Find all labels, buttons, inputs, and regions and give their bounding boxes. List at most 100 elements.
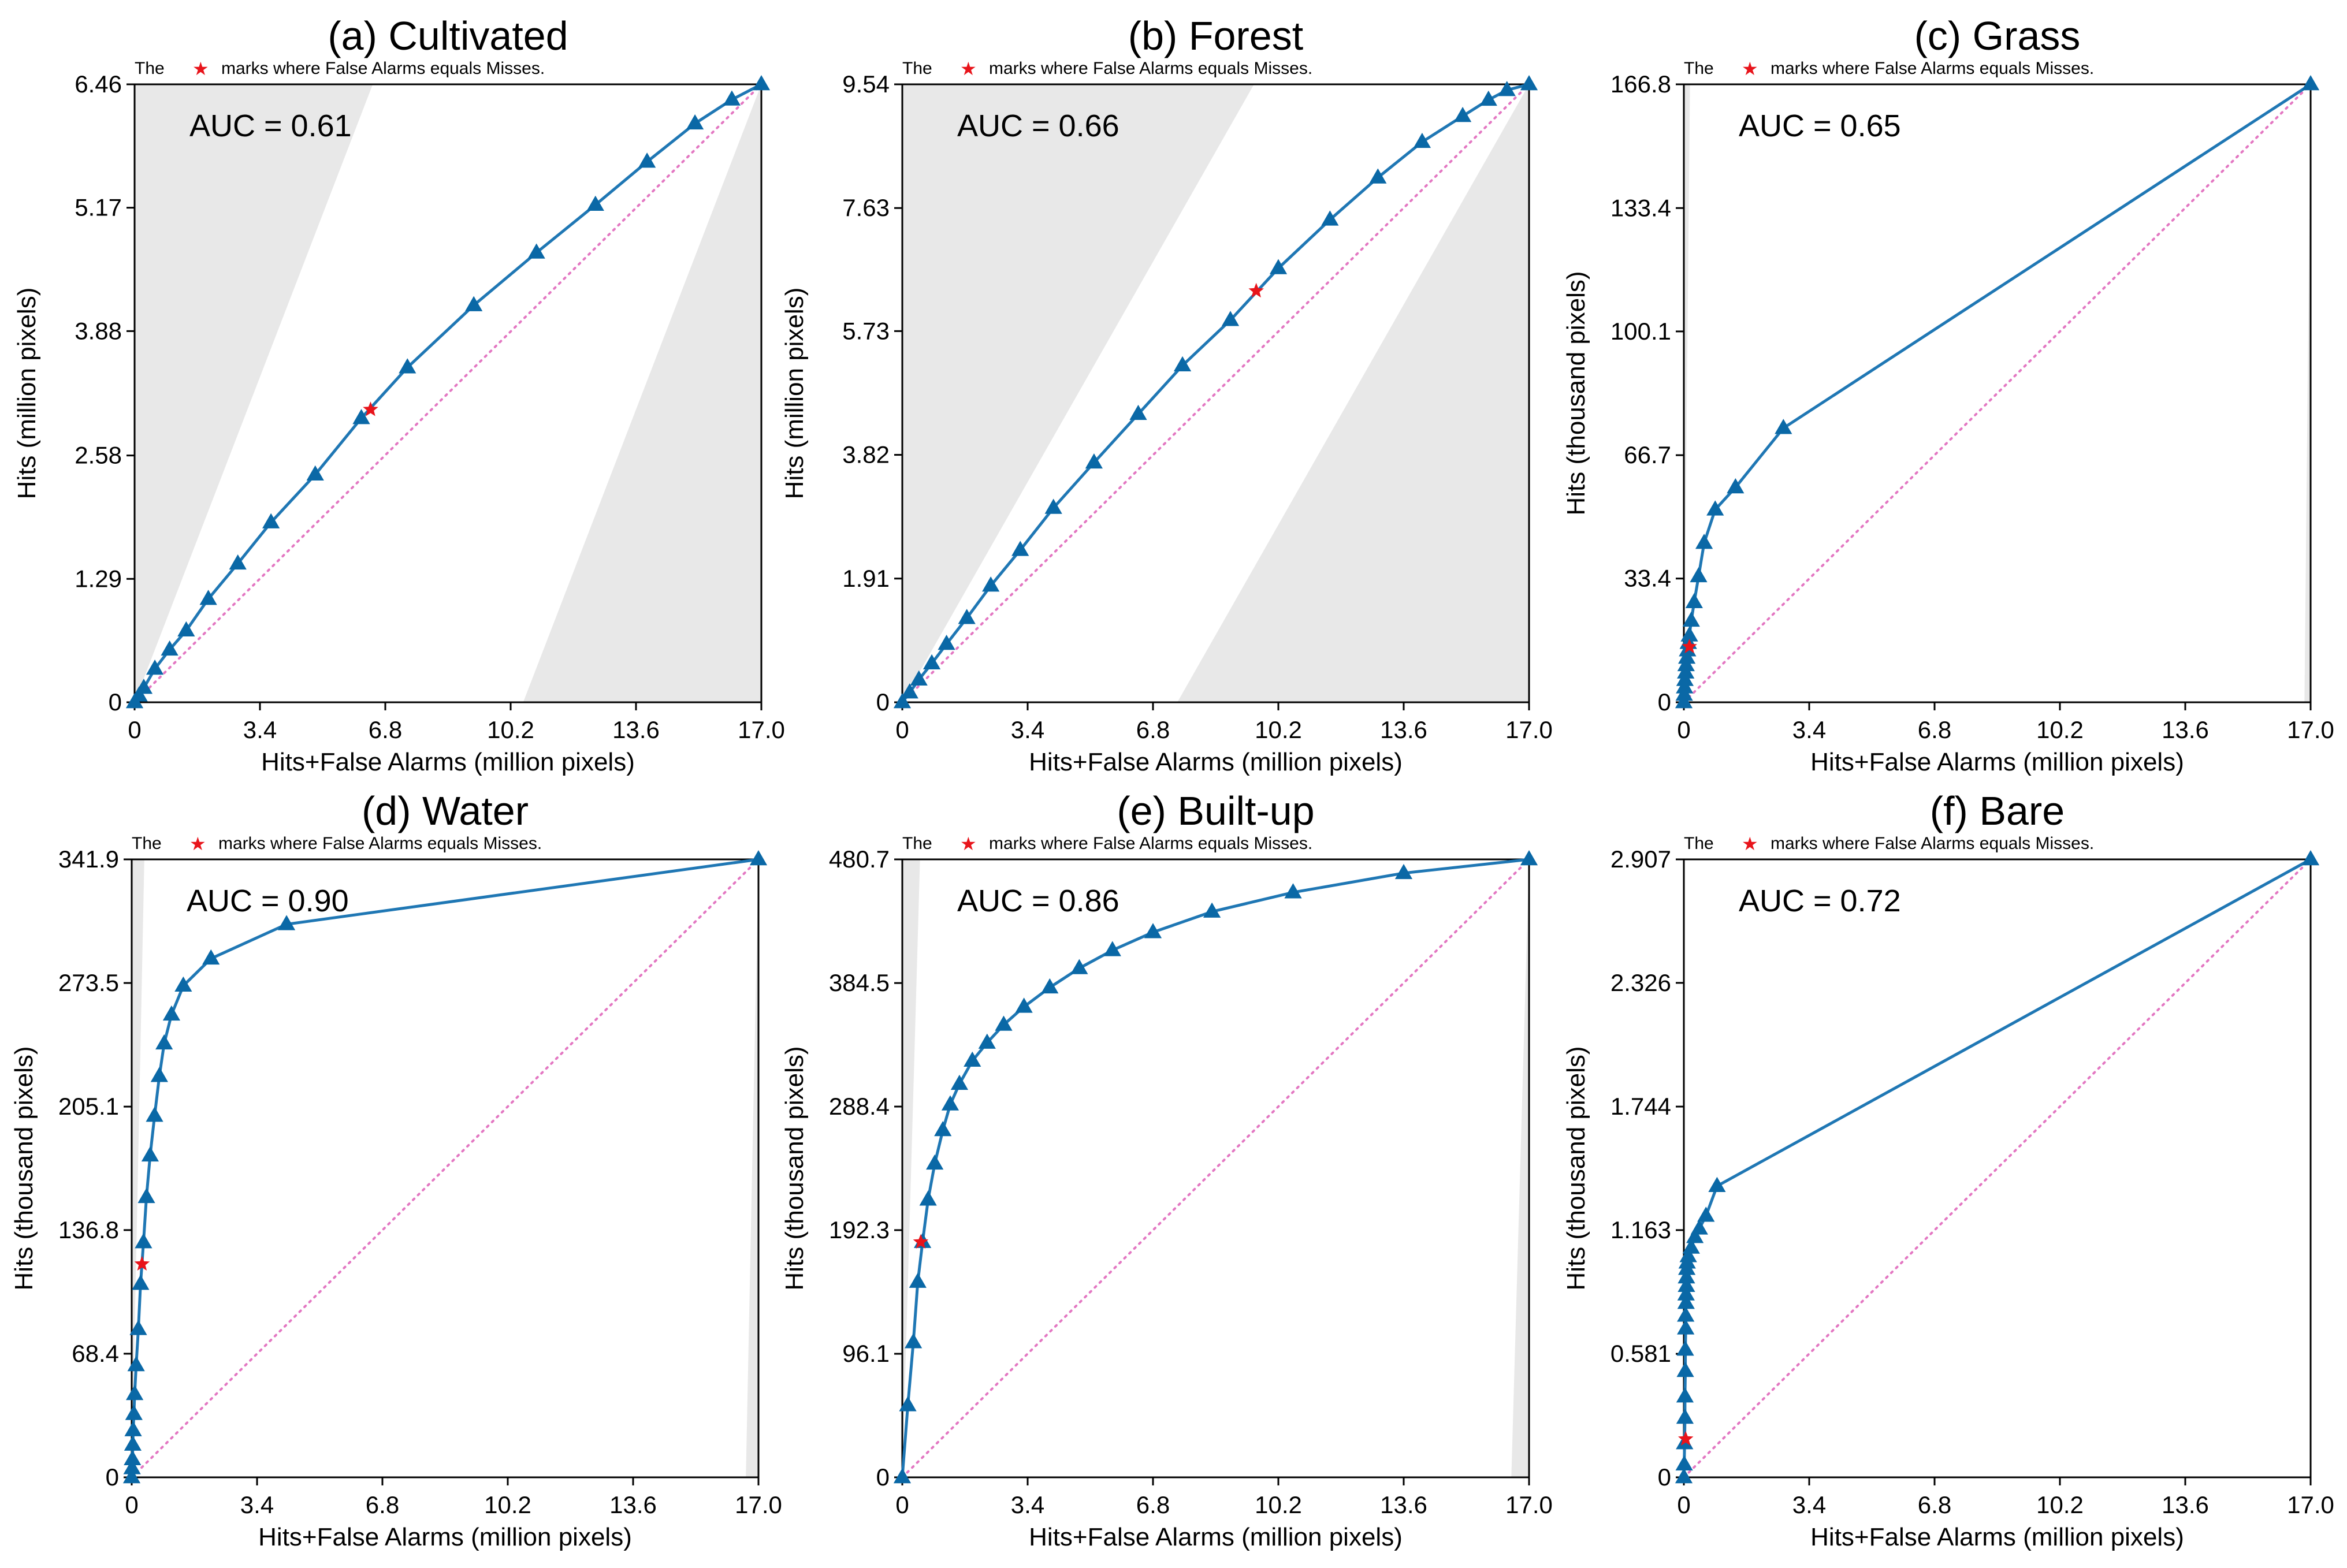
- plot-panel-3: (d) Water 0 3.4 6.8 10.2 13.6 17.0 0 68.4 136.8 2…: [10, 788, 782, 1551]
- roc-point-marker: [1676, 1340, 1694, 1356]
- roc-point-marker: [129, 1320, 147, 1335]
- y-axis-label: Hits (million pixels): [780, 288, 809, 500]
- roc-point-marker: [352, 409, 370, 424]
- x-tick-label: 10.2: [484, 1491, 531, 1518]
- roc-point-marker: [1041, 978, 1059, 994]
- y-tick-label: 3.88: [75, 317, 122, 344]
- roc-point-marker: [135, 1233, 153, 1249]
- roc-point-marker: [1678, 1276, 1695, 1292]
- roc-point-marker: [1685, 593, 1703, 609]
- y-tick-label: 136.8: [58, 1216, 119, 1243]
- uniform-diagonal-line: [901, 858, 1530, 1478]
- roc-point-marker: [229, 554, 247, 570]
- y-axis-label: Hits (thousand pixels): [1562, 1046, 1590, 1290]
- y-tick-label: 0: [106, 1463, 119, 1491]
- x-axis-label: Hits+False Alarms (million pixels): [261, 748, 635, 776]
- x-tick-label: 10.2: [487, 716, 534, 743]
- note-prefix: The: [1684, 59, 1714, 78]
- y-tick-label: 166.8: [1610, 70, 1671, 98]
- roc-point-marker: [995, 1015, 1013, 1031]
- roc-point-marker: [964, 1051, 981, 1067]
- panel-title: (b) Forest: [1128, 13, 1303, 58]
- y-tick-label: 5.17: [75, 194, 122, 221]
- x-tick-label: 0: [1677, 1491, 1690, 1518]
- note-text: marks where False Alarms equals Misses.: [218, 834, 542, 853]
- roc-point-marker: [1727, 478, 1745, 494]
- x-tick-label: 6.8: [1136, 716, 1170, 743]
- roc-point-marker: [1675, 1455, 1693, 1471]
- roc-point-marker: [1697, 1206, 1715, 1222]
- roc-point-marker: [1479, 90, 1497, 106]
- panel-title: (e) Built-up: [1117, 788, 1314, 833]
- roc-point-marker: [938, 635, 955, 650]
- roc-point-marker: [1369, 168, 1387, 184]
- roc-point-marker: [638, 152, 656, 168]
- x-tick-label: 13.6: [1380, 716, 1427, 743]
- x-tick-label: 3.4: [1011, 1491, 1044, 1518]
- y-tick-label: 2.907: [1610, 846, 1671, 873]
- x-tick-label: 6.8: [369, 716, 402, 743]
- roc-point-marker: [923, 654, 941, 669]
- roc-point-marker: [901, 683, 918, 699]
- y-tick-label: 341.9: [58, 846, 119, 873]
- y-tick-label: 96.1: [842, 1340, 890, 1367]
- roc-point-marker: [1682, 1238, 1700, 1254]
- note-text: marks where False Alarms equals Misses.: [1771, 834, 2094, 853]
- panel-title: (d) Water: [362, 788, 529, 833]
- axes-frame: [901, 858, 1530, 1478]
- y-tick-label: 0: [1658, 1463, 1671, 1491]
- axes-frame: [901, 83, 1530, 703]
- y-axis-label: Hits (thousand pixels): [780, 1046, 809, 1290]
- roc-point-marker: [146, 1107, 163, 1122]
- roc-point-marker: [135, 679, 153, 694]
- roc-point-marker: [1677, 1306, 1695, 1322]
- roc-point-marker: [1706, 500, 1724, 516]
- roc-point-marker: [124, 1421, 142, 1436]
- x-tick-label: 10.2: [2036, 1491, 2084, 1518]
- roc-point-marker: [910, 670, 928, 686]
- roc-point-marker: [124, 1435, 142, 1451]
- roc-point-marker: [1775, 419, 1792, 434]
- roc-point-marker: [1678, 1268, 1695, 1284]
- roc-point-marker: [982, 576, 1000, 592]
- x-tick-label: 10.2: [2036, 716, 2084, 743]
- roc-point-marker: [1173, 356, 1192, 372]
- roc-point-marker: [122, 1468, 141, 1484]
- x-tick-label: 13.6: [2162, 1491, 2209, 1518]
- roc-point-marker: [177, 621, 195, 637]
- x-tick-label: 3.4: [1792, 1491, 1826, 1518]
- equal-fa-miss-star: [913, 1234, 929, 1249]
- y-tick-label: 1.744: [1610, 1093, 1671, 1120]
- x-tick-label: 0: [125, 1491, 138, 1518]
- x-tick-label: 3.4: [1011, 716, 1044, 743]
- x-tick-label: 3.4: [1792, 716, 1826, 743]
- x-tick-label: 6.8: [366, 1491, 399, 1518]
- x-tick-label: 17.0: [1505, 716, 1553, 743]
- y-tick-label: 1.91: [842, 565, 890, 592]
- panel-title: (a) Cultivated: [328, 13, 568, 58]
- roc-point-marker: [399, 358, 416, 374]
- x-tick-label: 17.0: [735, 1491, 782, 1518]
- auc-label: AUC = 0.90: [187, 884, 349, 918]
- roc-point-marker: [306, 465, 324, 481]
- x-tick-label: 17.0: [738, 716, 785, 743]
- roc-point-marker: [1498, 81, 1516, 96]
- roc-point-marker: [893, 1468, 912, 1484]
- roc-point-marker: [465, 296, 483, 311]
- roc-point-marker: [1394, 863, 1413, 880]
- roc-point-marker: [174, 976, 192, 992]
- y-tick-label: 0: [109, 688, 122, 716]
- y-tick-label: 192.3: [829, 1216, 890, 1243]
- note-prefix: The: [902, 59, 932, 78]
- roc-point-marker: [132, 1275, 150, 1290]
- equal-fa-miss-star: [1682, 638, 1697, 654]
- x-tick-label: 3.4: [240, 1491, 274, 1518]
- note-prefix: The: [1684, 834, 1714, 853]
- axes-frame: [133, 83, 763, 703]
- y-axis-label: Hits (thousand pixels): [1562, 271, 1590, 515]
- x-tick-label: 17.0: [1505, 1491, 1553, 1518]
- roc-point-marker: [199, 590, 217, 605]
- y-axis-label: Hits (million pixels): [13, 288, 41, 500]
- roc-point-marker: [941, 1095, 959, 1111]
- roc-point-marker: [934, 1120, 952, 1137]
